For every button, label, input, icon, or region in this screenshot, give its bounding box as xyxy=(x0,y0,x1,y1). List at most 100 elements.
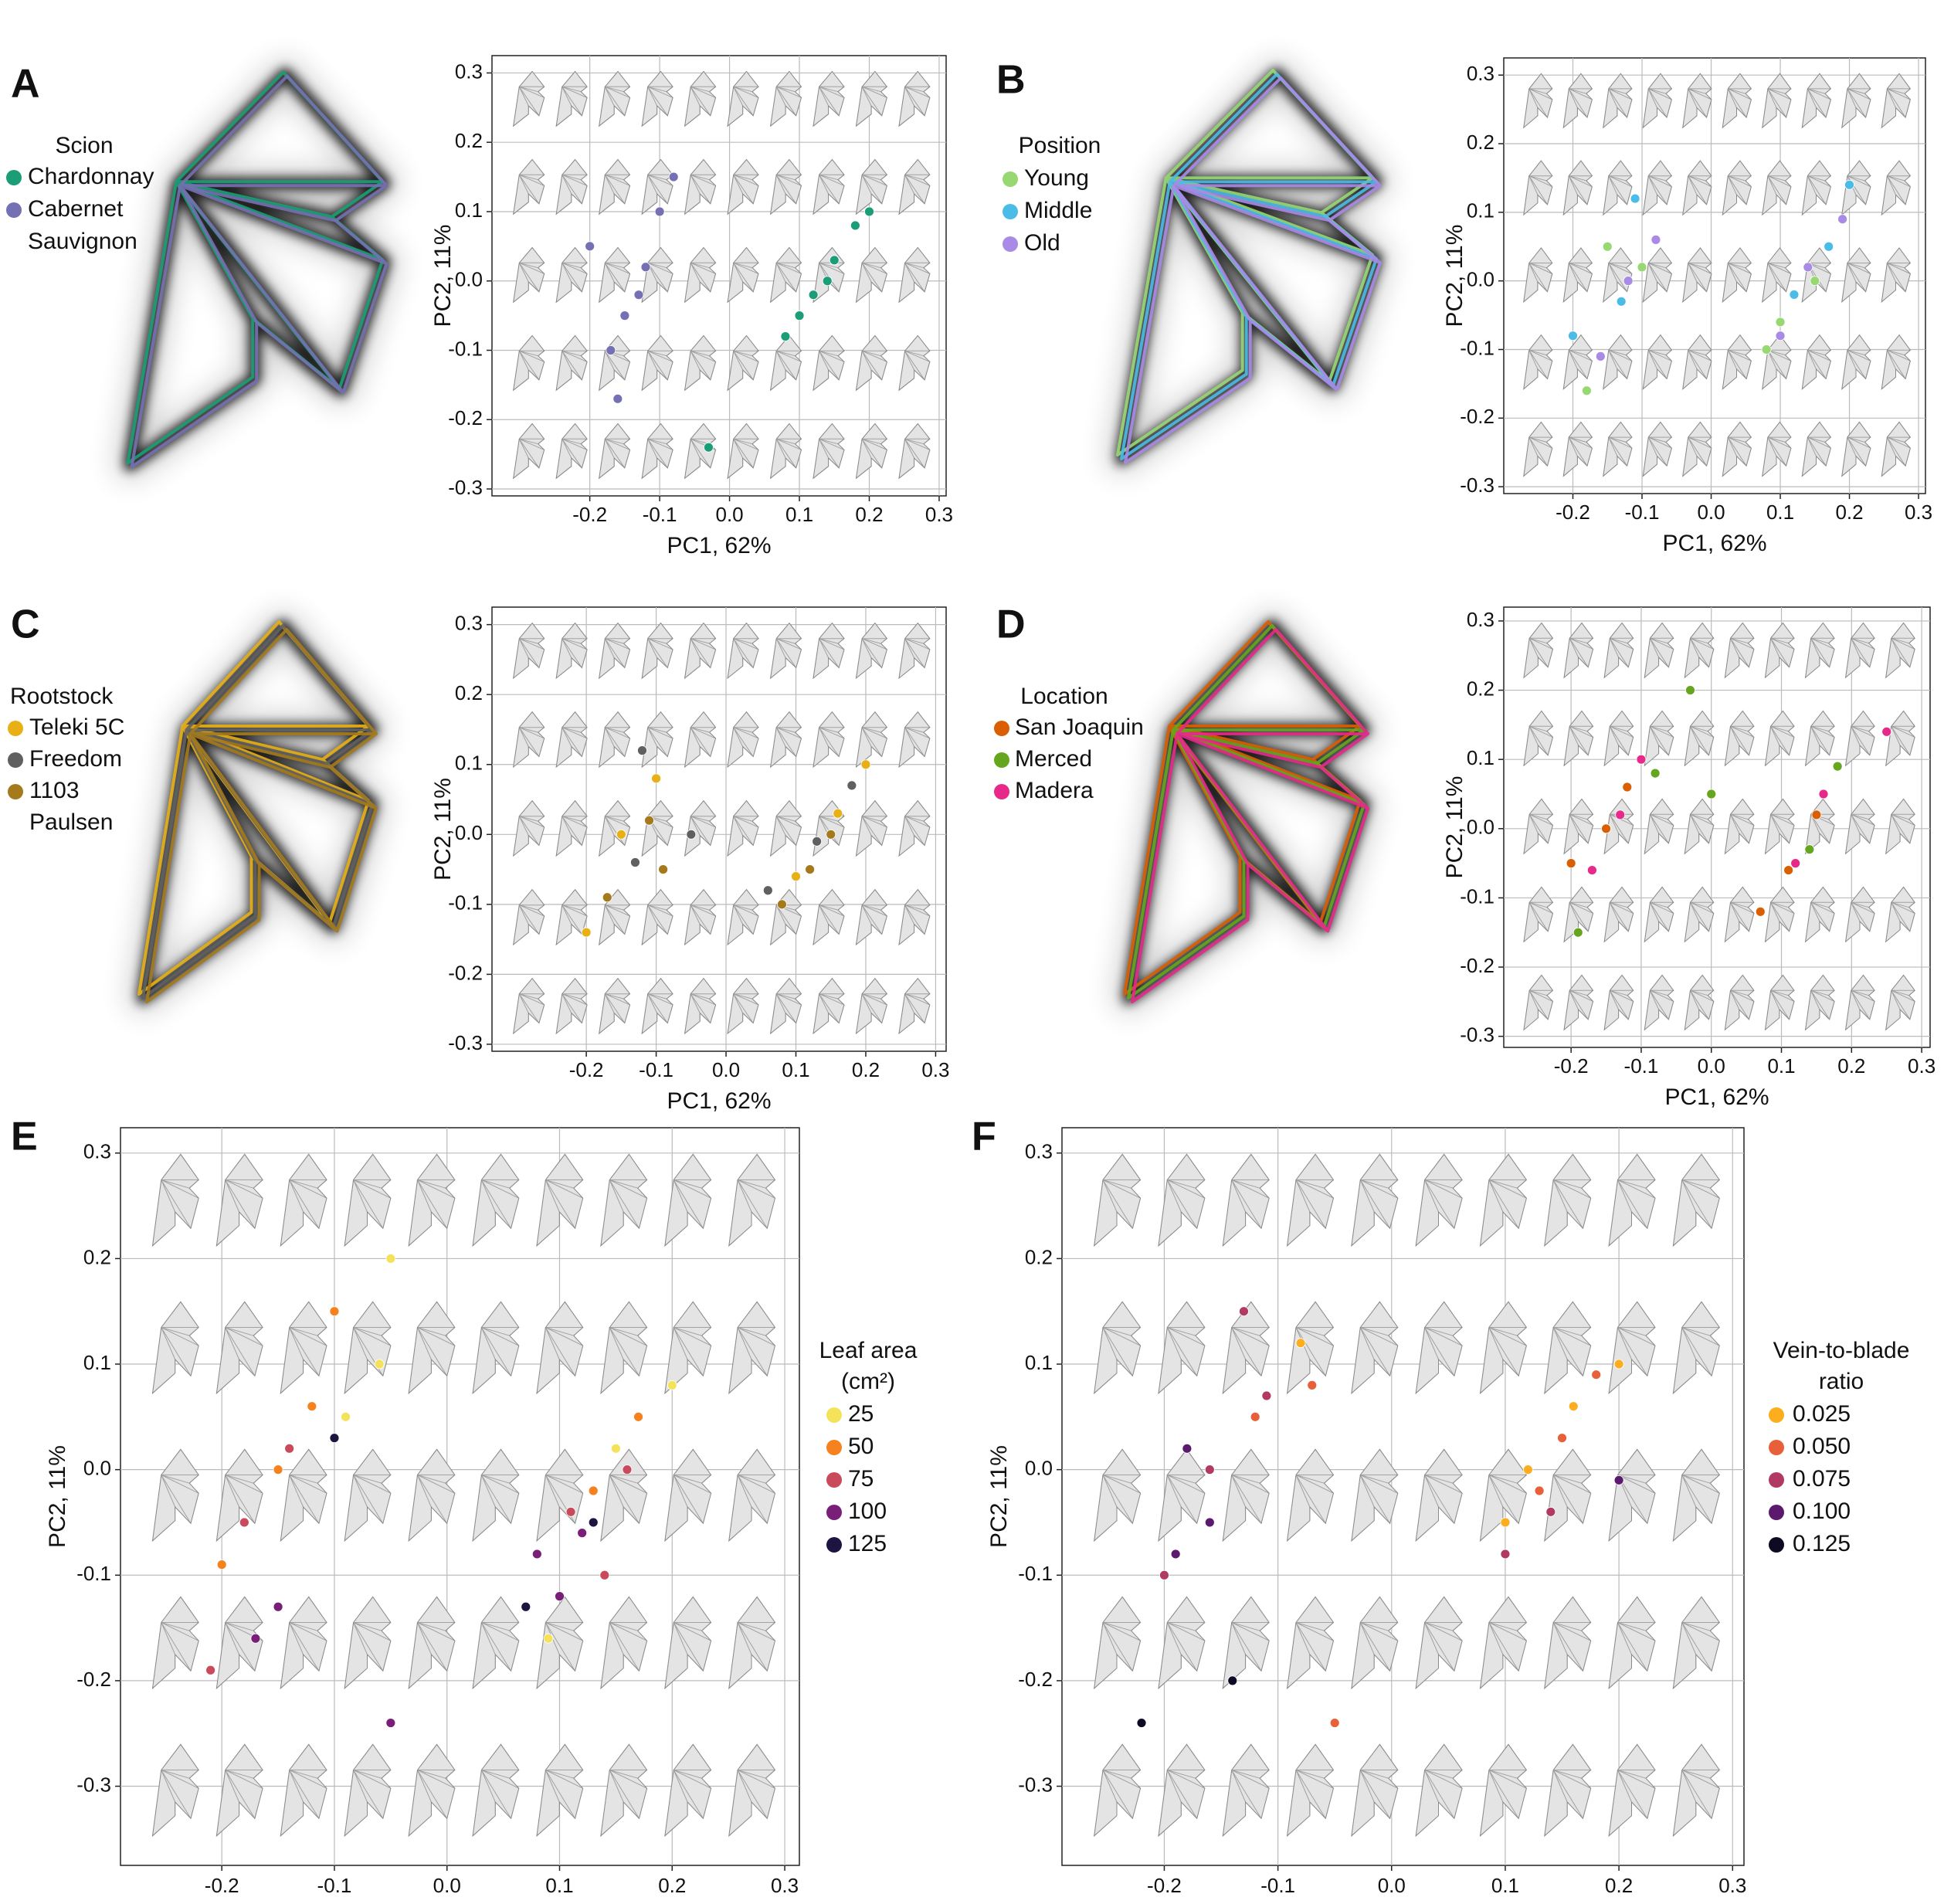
leaf-icon-veins xyxy=(1722,247,1752,304)
leaf-icon-veins xyxy=(1684,710,1715,767)
y-tick-label: -0.2 xyxy=(1460,954,1494,977)
leaf-icon-veins xyxy=(1644,798,1674,855)
point xyxy=(1601,823,1611,834)
point xyxy=(1522,1464,1533,1475)
point xyxy=(829,255,840,266)
y-tick-label: -0.3 xyxy=(448,1031,483,1054)
leaf-icon-veins xyxy=(727,246,759,304)
legend-marker xyxy=(8,721,23,736)
leaf-icon-veins xyxy=(1764,622,1795,679)
leaf-icon-veins xyxy=(684,622,717,680)
leaf-icon-veins xyxy=(555,799,588,857)
x-tick-label: -0.2 xyxy=(1147,1874,1182,1897)
leaf-icon-veins xyxy=(1801,334,1832,390)
leaf-icon-veins xyxy=(855,158,888,216)
leaf-icon-veins xyxy=(1672,1153,1720,1247)
leaf-icon-veins xyxy=(599,977,631,1035)
leaf-icon-veins xyxy=(1841,73,1871,129)
point xyxy=(577,1528,588,1539)
leaf-icon-veins xyxy=(1222,1153,1270,1247)
leaf-icon-veins xyxy=(1684,798,1715,855)
leaf-icon-veins xyxy=(727,158,759,216)
point xyxy=(826,829,836,840)
legend-label: 75 xyxy=(848,1466,874,1492)
leaf-icon-veins xyxy=(1722,160,1752,216)
point xyxy=(630,857,640,867)
y-tick-label: -0.1 xyxy=(448,337,483,360)
legend-title: Leaf area xyxy=(819,1338,918,1363)
leaf-icon-veins xyxy=(813,334,845,392)
leaf-icon-veins xyxy=(599,423,631,480)
point xyxy=(250,1633,261,1644)
point xyxy=(531,1549,542,1560)
point xyxy=(1630,193,1640,204)
point xyxy=(1789,290,1800,300)
leaf-icon-veins xyxy=(599,622,631,680)
point xyxy=(273,1601,283,1612)
leaf-icon-veins xyxy=(684,888,717,946)
leaf-icon-veins xyxy=(855,711,888,769)
y-tick-label: 0.2 xyxy=(1467,131,1494,154)
point xyxy=(1783,865,1794,875)
point xyxy=(1803,262,1813,273)
leaf-icon-veins xyxy=(641,158,673,216)
legend-marker xyxy=(826,1505,842,1520)
point xyxy=(1622,782,1633,792)
leaf-icon-veins xyxy=(1844,798,1875,855)
leaf-outline xyxy=(1124,76,1382,464)
leaf-icon-veins xyxy=(727,70,759,127)
leaf-icon-veins xyxy=(727,799,759,857)
leaf-icon-veins xyxy=(215,1448,263,1543)
mean-leaf xyxy=(1113,610,1379,1013)
leaf-icon-veins xyxy=(641,799,673,857)
leaf-icon-veins xyxy=(855,888,888,946)
y-tick-label: 0.2 xyxy=(1025,1245,1053,1268)
leaf-icon-veins xyxy=(1844,710,1875,767)
point xyxy=(610,1443,621,1454)
leaf-icon-veins xyxy=(408,1596,456,1690)
x-tick-label: 0.2 xyxy=(852,1058,880,1081)
x-tick-label: -0.1 xyxy=(639,1058,673,1081)
leaf-icon-veins xyxy=(408,1448,456,1543)
y-tick-label: -0.2 xyxy=(1018,1668,1053,1691)
point xyxy=(822,276,833,287)
point xyxy=(1804,844,1815,855)
leaf-icon-veins xyxy=(1841,421,1871,477)
x-tick-label: 0.1 xyxy=(545,1874,573,1897)
y-axis-label: PC2, 11% xyxy=(986,1445,1012,1548)
leaf-icon-veins xyxy=(1724,622,1755,679)
point xyxy=(1307,1380,1318,1390)
leaf-icon-veins xyxy=(1563,622,1594,679)
leaf-icon-veins xyxy=(1523,622,1554,679)
y-tick-label: 0.0 xyxy=(1467,268,1494,291)
point xyxy=(1568,1401,1579,1412)
legend-title: Location xyxy=(1020,684,1108,709)
legend-title: (cm²) xyxy=(841,1369,895,1394)
point xyxy=(1685,685,1695,695)
y-tick-label: 0.0 xyxy=(455,268,483,291)
x-tick-label: 0.0 xyxy=(1698,1054,1725,1078)
point xyxy=(833,808,843,819)
leaf-icon-veins xyxy=(1562,160,1593,216)
leaf-icon-veins xyxy=(1644,974,1674,1031)
point xyxy=(1170,1549,1181,1560)
point xyxy=(1881,726,1892,737)
leaf-icon-veins xyxy=(1523,247,1553,304)
y-tick-label: 0.2 xyxy=(455,681,483,704)
legend-label: Old xyxy=(1024,230,1060,256)
leaf-icon-veins xyxy=(1885,710,1915,767)
leaf-icon-veins xyxy=(684,334,717,392)
leaf-icon-veins xyxy=(513,246,545,304)
legend-label: 25 xyxy=(848,1401,874,1427)
leaf-icon-veins xyxy=(1722,73,1752,129)
point xyxy=(777,899,787,910)
point xyxy=(864,206,874,217)
y-axis-label: PC2, 11% xyxy=(430,225,456,328)
leaf-icon-veins xyxy=(813,158,845,216)
legend-marker xyxy=(994,721,1009,736)
legend-label: Middle xyxy=(1024,198,1092,223)
leaf-icon-veins xyxy=(1762,160,1792,216)
leaf-icon-veins xyxy=(1351,1596,1399,1690)
legend-title: Rootstock xyxy=(10,684,114,709)
leaf-icon-veins xyxy=(1286,1596,1335,1690)
